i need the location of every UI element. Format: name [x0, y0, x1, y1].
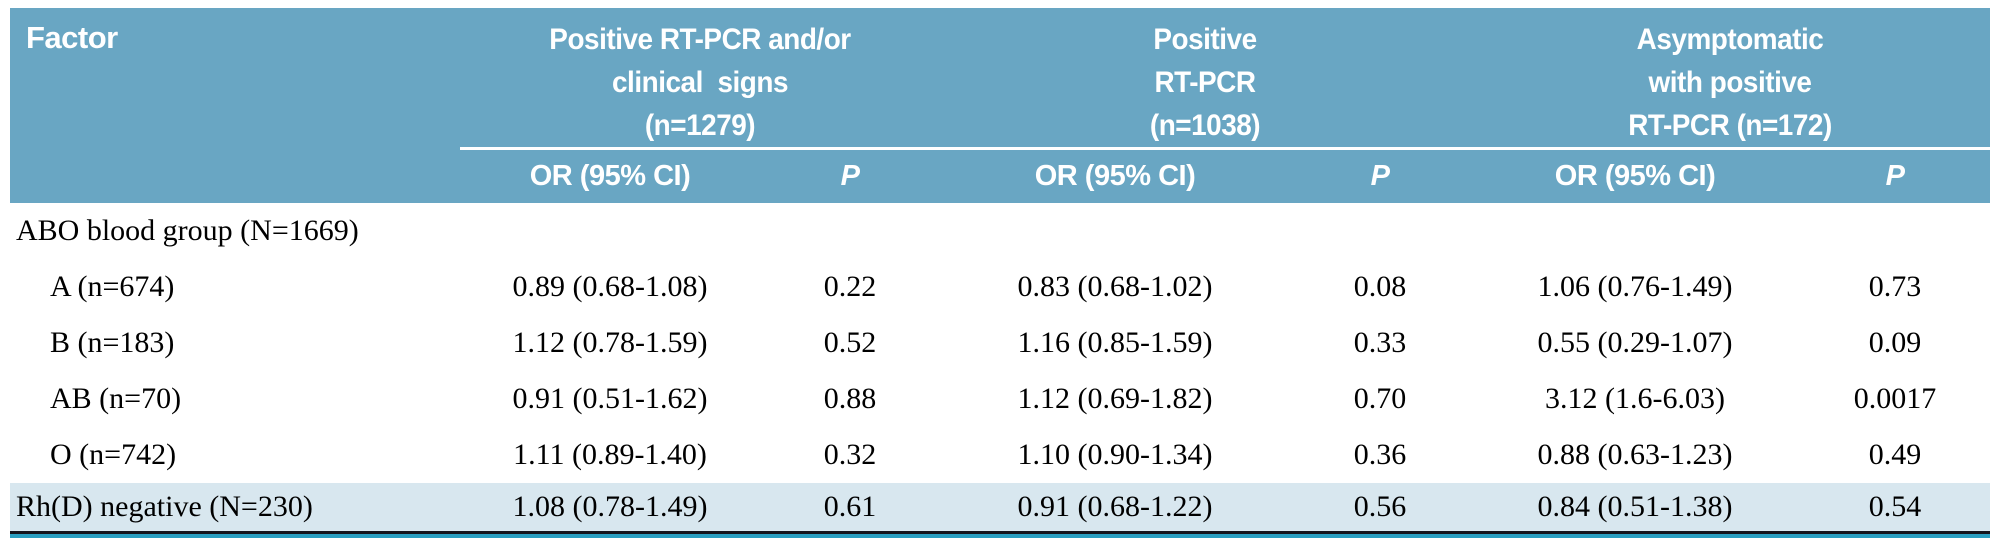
- or-ci-cell: 1.10 (0.90-1.34): [1017, 437, 1213, 471]
- p-value-cell: [760, 203, 940, 259]
- or-ci-cell: 0.91 (0.68-1.22): [940, 482, 1290, 531]
- table-row: ABO blood group (N=1669): [10, 203, 1990, 259]
- or-ci-cell: [940, 203, 1290, 259]
- subheader-or-ci-1: OR (95% CI): [460, 147, 760, 203]
- or-ci-cell: 0.89 (0.68-1.08): [512, 269, 708, 303]
- p-value-cell: 0.08: [1353, 269, 1407, 303]
- table-row: Rh(D) negative (N=230) 1.08 (0.78-1.49) …: [10, 482, 1991, 531]
- factor-cell: O (n=742): [50, 437, 177, 471]
- p-value-cell: 0.73: [1868, 269, 1922, 303]
- group-header-line: Positive: [1153, 23, 1257, 56]
- or-ci-cell: 0.55 (0.29-1.07): [1537, 325, 1733, 359]
- group-header-line: RT-PCR: [1154, 66, 1256, 99]
- subheader-p-1: P: [760, 147, 940, 203]
- factor-cell: AB (n=70): [50, 381, 182, 415]
- group-header-asymptomatic-positive-rtpcr: Asymptomatic with positive RT-PCR (n=172…: [1470, 8, 1991, 149]
- group-header-line: clinical signs: [611, 66, 789, 99]
- or-ci-cell: 1.06 (0.76-1.49): [1537, 269, 1733, 303]
- p-value-cell: 0.52: [823, 325, 877, 359]
- or-ci-cell: 1.16 (0.85-1.59): [1017, 325, 1213, 359]
- or-ci-cell: 0.83 (0.68-1.02): [1017, 269, 1213, 303]
- p-value-cell: 0.88: [823, 381, 877, 415]
- p-value-cell: 0.61: [760, 482, 940, 531]
- group-header-line: RT-PCR (n=172): [1628, 109, 1832, 142]
- subheader-or-ci-3: OR (95% CI): [1470, 147, 1801, 203]
- or-ci-cell: 1.08 (0.78-1.49): [460, 482, 760, 531]
- group-header-line: (n=1038): [1149, 109, 1261, 142]
- table-body: ABO blood group (N=1669) A (n=674) 0.89 …: [10, 203, 1991, 531]
- table-row: A (n=674) 0.89 (0.68-1.08) 0.22 0.83 (0.…: [10, 259, 1990, 315]
- bottom-rule-teal: [10, 533, 1990, 538]
- p-value-cell: 0.32: [823, 437, 877, 471]
- p-value-cell: 0.56: [1290, 482, 1471, 531]
- p-value-cell: 0.70: [1353, 381, 1407, 415]
- group-header-positive-rtpcr-clinical: Positive RT-PCR and/or clinical signs (n…: [460, 8, 940, 149]
- subheader-p-3: P: [1800, 147, 1991, 203]
- or-ci-cell: [460, 203, 760, 259]
- or-ci-cell: 1.12 (0.78-1.59): [512, 325, 708, 359]
- factor-cell: Rh(D) negative (N=230): [10, 482, 460, 531]
- p-value-cell: [1290, 203, 1470, 259]
- table-header: Factor Positive RT-PCR and/or clinical s…: [10, 8, 1991, 203]
- p-value-cell: 0.54: [1800, 482, 1991, 531]
- or-ci-cell: [1470, 203, 1800, 259]
- p-value-cell: 0.33: [1353, 325, 1407, 359]
- table-row: O (n=742) 1.11 (0.89-1.40) 0.32 1.10 (0.…: [10, 427, 1990, 483]
- results-table: Factor Positive RT-PCR and/or clinical s…: [10, 8, 1991, 531]
- factor-cell: B (n=183): [50, 325, 175, 359]
- group-header-positive-rtpcr: Positive RT-PCR (n=1038): [940, 8, 1471, 149]
- p-value-cell: 0.49: [1868, 437, 1922, 471]
- or-ci-cell: 1.12 (0.69-1.82): [1017, 381, 1213, 415]
- factor-cell: A (n=674): [50, 269, 175, 303]
- factor-cell: ABO blood group (N=1669): [16, 213, 359, 247]
- group-header-line: Asymptomatic: [1636, 23, 1824, 56]
- group-header-line: with positive: [1648, 66, 1812, 99]
- p-value-cell: [1800, 203, 1990, 259]
- group-header-row: Factor Positive RT-PCR and/or clinical s…: [10, 8, 1991, 203]
- or-ci-cell: 0.88 (0.63-1.23): [1537, 437, 1733, 471]
- p-value-cell: 0.09: [1868, 325, 1922, 359]
- p-value-cell: 0.22: [823, 269, 877, 303]
- group-header-line: Positive RT-PCR and/or: [549, 23, 851, 56]
- or-ci-cell: 0.91 (0.51-1.62): [512, 381, 708, 415]
- subheader-or-ci-2: OR (95% CI): [940, 147, 1290, 203]
- or-ci-cell: 1.11 (0.89-1.40): [513, 437, 707, 471]
- subheader-p-2: P: [1290, 147, 1471, 203]
- or-ci-cell: 0.84 (0.51-1.38): [1470, 482, 1801, 531]
- table-row: B (n=183) 1.12 (0.78-1.59) 0.52 1.16 (0.…: [10, 315, 1990, 371]
- bottom-rule-dark: [10, 530, 1990, 534]
- p-value-cell: 0.36: [1353, 437, 1407, 471]
- p-value-cell: 0.0017: [1853, 381, 1937, 415]
- or-ci-cell: 3.12 (1.6-6.03): [1545, 381, 1725, 415]
- subheader-row: OR (95% CI) P OR (95% CI) P OR (95% CI) …: [10, 147, 1991, 203]
- table-row: AB (n=70) 0.91 (0.51-1.62) 0.88 1.12 (0.…: [10, 371, 1990, 427]
- group-header-line: (n=1279): [644, 109, 756, 142]
- column-header-factor: Factor: [10, 8, 460, 203]
